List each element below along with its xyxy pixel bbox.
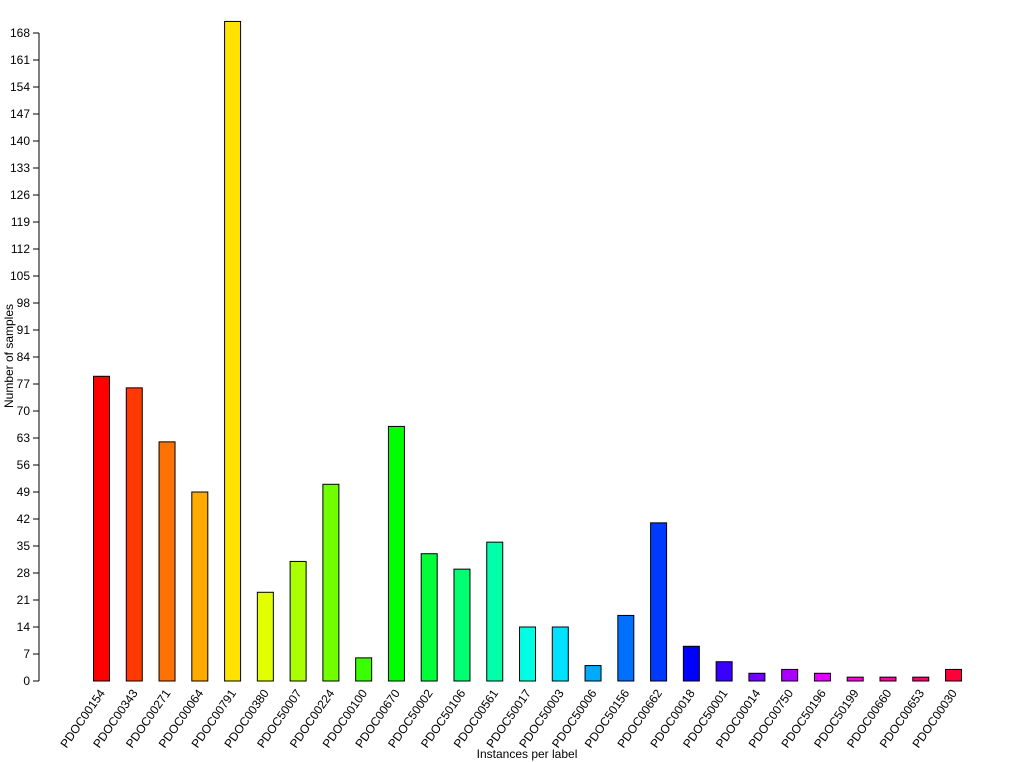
y-axis: 0 7 14 21 28 35 42 49 56 63 70 77 84 91 98 105 112 119 126…	[10, 26, 40, 688]
y-tick-label: 119	[11, 215, 30, 229]
bar-pdoc00014	[748, 672, 766, 682]
y-tick-label: 84	[17, 350, 31, 364]
bar-pdoc50007	[289, 560, 307, 682]
x-axis-title: Instances per label	[477, 747, 578, 761]
y-tick-label: 112	[11, 242, 30, 256]
y-tick-label: 0	[23, 674, 30, 688]
y-tick-label: 98	[17, 296, 31, 310]
y-tick-label: 35	[17, 539, 31, 553]
y-tick-label: 63	[17, 431, 31, 445]
y-tick-label: 140	[10, 134, 30, 148]
bar-pdoc50156	[617, 614, 635, 682]
bar-pdoc00670	[387, 425, 405, 682]
bar-pdoc50106	[453, 568, 471, 682]
y-tick-label: 21	[17, 593, 31, 607]
bar-pdoc00750	[781, 668, 799, 682]
y-tick-label: 91	[17, 323, 31, 337]
bar-pdoc00380	[256, 591, 274, 682]
bar-pdoc50196	[813, 672, 831, 682]
y-tick-label: 14	[17, 620, 31, 634]
bar-pdoc00662	[650, 522, 668, 682]
y-tick-label: 42	[17, 512, 31, 526]
bar-pdoc00343	[125, 387, 143, 682]
y-tick-label: 168	[10, 26, 30, 40]
bar-pdoc00561	[486, 541, 504, 682]
bar-pdoc50001	[715, 661, 733, 682]
y-tick-label: 126	[10, 188, 30, 202]
bar-pdoc00271	[158, 441, 176, 682]
bar-pdoc00224	[322, 483, 340, 682]
y-tick-label: 161	[10, 53, 30, 67]
bars	[93, 20, 963, 682]
y-tick-label: 49	[17, 485, 31, 499]
bar-pdoc00100	[355, 657, 373, 682]
x-tick-labels: PDOC00154PDOC00343PDOC00271PDOC00064PDOC…	[57, 686, 960, 750]
y-tick-label: 154	[10, 80, 30, 94]
y-tick-label: 28	[17, 566, 31, 580]
bar-pdoc50017	[519, 626, 537, 682]
y-tick-label: 77	[17, 377, 31, 391]
y-tick-label: 133	[10, 161, 30, 175]
y-tick-label: 105	[10, 269, 30, 283]
y-tick-label: 7	[23, 647, 30, 661]
bar-pdoc50006	[584, 665, 602, 682]
y-axis-title: Number of samples	[2, 304, 16, 408]
bar-pdoc00660	[879, 676, 897, 682]
bar-pdoc50003	[551, 626, 569, 682]
bar-pdoc00154	[93, 375, 110, 682]
y-tick-label: 56	[17, 458, 31, 472]
bar-pdoc00018	[682, 645, 700, 682]
bar-pdoc00064	[191, 491, 209, 682]
y-tick-label: 147	[10, 107, 30, 121]
y-tick-label: 70	[17, 404, 31, 418]
bar-pdoc00653	[912, 676, 930, 682]
bar-pdoc00030	[945, 668, 963, 682]
bar-pdoc50002	[420, 553, 438, 682]
bar-pdoc50199	[846, 676, 864, 682]
bar-pdoc00791	[224, 20, 242, 682]
